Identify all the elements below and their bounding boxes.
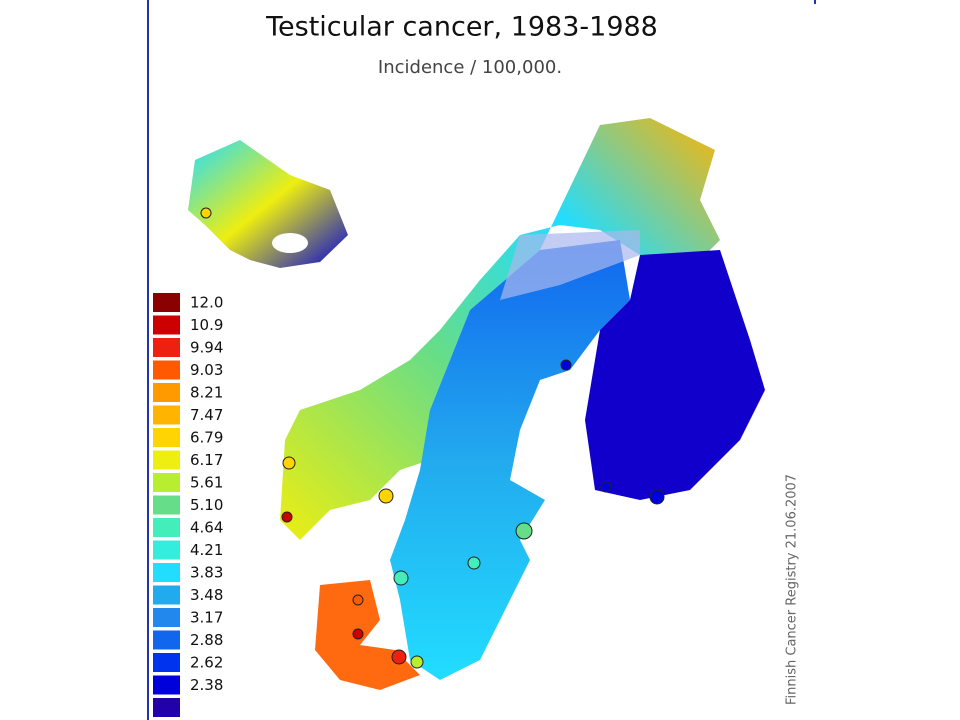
iceland	[188, 140, 348, 268]
hatched-area	[500, 230, 640, 300]
legend-label: 6.17	[190, 451, 223, 469]
legend-swatch	[153, 405, 180, 425]
legend-label: 2.88	[190, 631, 223, 649]
legend-label: 5.10	[190, 496, 223, 514]
legend-swatch	[153, 608, 180, 627]
legend-swatch	[153, 383, 180, 402]
legend-swatch	[153, 540, 180, 560]
norway	[280, 118, 720, 540]
marker	[410, 655, 424, 669]
legend-label: 3.83	[190, 564, 223, 582]
legend-label: 9.03	[190, 361, 223, 379]
markers	[200, 207, 665, 669]
legend-label: 6.79	[190, 429, 223, 447]
legend-swatch	[153, 495, 180, 515]
legend-swatch	[153, 338, 180, 357]
marker	[352, 628, 364, 640]
legend-swatch	[153, 563, 180, 582]
legend-label: 4.64	[190, 519, 223, 537]
marker	[378, 488, 394, 504]
credit: Finnish Cancer Registry 21.06.2007	[785, 474, 800, 705]
marker	[281, 511, 293, 523]
marker	[467, 556, 481, 570]
legend-label: 3.17	[190, 609, 223, 627]
legend-swatch	[153, 518, 180, 537]
marker	[200, 207, 212, 219]
legend-swatch	[153, 428, 180, 447]
legend-swatch	[153, 630, 180, 650]
legend-label: 3.48	[190, 586, 223, 604]
legend-label: 8.21	[190, 384, 223, 402]
legend-swatch	[153, 585, 180, 605]
legend-swatch	[153, 698, 180, 717]
denmark	[315, 580, 420, 690]
legend-swatch	[153, 653, 180, 672]
glacier	[272, 233, 308, 253]
marker	[600, 481, 612, 493]
legend-label: 5.61	[190, 474, 223, 492]
sweden	[390, 240, 630, 680]
finland	[585, 250, 765, 500]
marker	[391, 649, 407, 665]
legend-label: 4.21	[190, 541, 223, 559]
legend-swatch	[153, 293, 180, 312]
legend-swatch	[153, 315, 180, 335]
legend-swatch	[153, 360, 180, 380]
title: Testicular cancer, 1983-1988	[265, 12, 658, 43]
marker	[352, 594, 364, 606]
legend-label: 2.38	[190, 676, 223, 694]
subtitle: Incidence / 100,000.	[378, 57, 562, 78]
marker	[560, 359, 572, 371]
legend-label: 9.94	[190, 339, 223, 357]
legend-swatch	[153, 450, 180, 470]
legend: 12.0 10.9 9.94 9.03 8.21 7.47 6.79 6.17 5.61 5.10…	[153, 293, 223, 717]
legend-label: 12.0	[190, 294, 223, 312]
legend-swatch	[153, 675, 180, 695]
marker	[649, 489, 665, 505]
legend-label: 10.9	[190, 316, 223, 334]
marker	[515, 522, 533, 540]
legend-label: 7.47	[190, 406, 223, 424]
legend-swatch	[153, 473, 180, 492]
legend-label: 2.62	[190, 654, 223, 672]
marker	[282, 456, 296, 470]
marker	[393, 570, 409, 586]
